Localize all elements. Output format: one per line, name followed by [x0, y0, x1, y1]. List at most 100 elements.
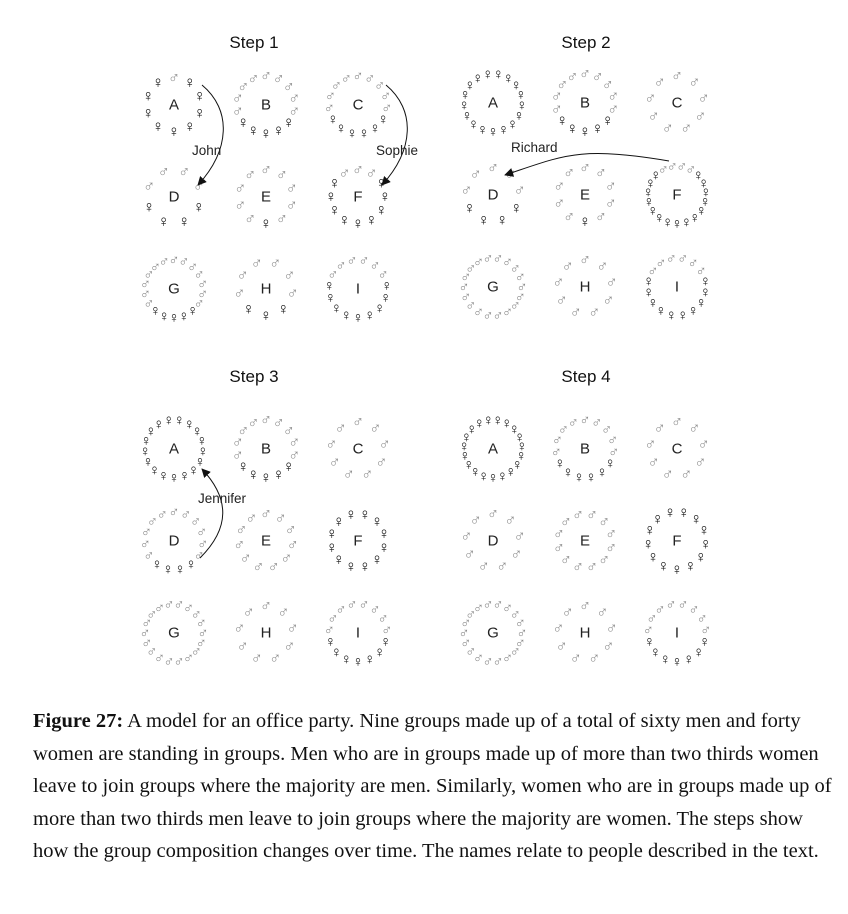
step-panel: Step 3A♀♀♀♀♀♀♀♀♀♀♀♀♀♀♀♀♀B♀♀♀♀♀♂♂♂♂ ♂ ♂♂♂♂ C… — [139, 367, 392, 671]
male-symbol-icon: ♂ — [595, 208, 607, 225]
group-letter: G — [168, 281, 180, 298]
female-symbol-icon: ♀ — [693, 167, 704, 184]
female-symbol-icon: ♀ — [477, 122, 488, 139]
female-symbol-icon: ♀ — [174, 561, 185, 578]
female-symbol-icon: ♀ — [678, 504, 690, 521]
male-symbol-icon: ♂ — [492, 307, 503, 324]
male-symbol-icon: ♂ — [158, 253, 169, 270]
female-symbol-icon: ♀ — [273, 123, 285, 140]
male-symbol-icon: ♂ — [553, 178, 565, 195]
group-letter: A — [169, 441, 179, 458]
group-letter: H — [580, 625, 591, 642]
female-symbol-icon: ♀ — [150, 303, 161, 320]
female-symbol-icon: ♀ — [333, 552, 345, 569]
male-symbol-icon: ♂ — [607, 88, 619, 105]
male-symbol-icon: ♂ — [698, 436, 710, 453]
female-symbol-icon: ♀ — [380, 290, 391, 307]
male-symbol-icon: ♂ — [260, 68, 272, 85]
group-g: G♂♂♂♂♂♂♂♂♂♂♂♂♂♂♂♂♂♂ — [458, 250, 527, 324]
group-letter: D — [169, 533, 180, 550]
male-symbol-icon: ♂ — [460, 528, 472, 545]
group-letter: I — [675, 625, 679, 642]
male-symbol-icon: ♂ — [276, 210, 288, 227]
female-symbol-icon: ♀ — [592, 121, 604, 138]
female-symbol-icon: ♀ — [149, 462, 160, 479]
female-symbol-icon: ♀ — [700, 184, 711, 201]
male-symbol-icon: ♂ — [515, 269, 526, 286]
male-symbol-icon: ♂ — [556, 292, 568, 309]
group-b: B♀♀♀♀♀♀♂♂♂♂ ♂ ♂♂♂♂ — [551, 412, 620, 486]
caption-label: Figure 27: — [33, 710, 124, 732]
male-symbol-icon: ♂ — [552, 274, 564, 291]
male-symbol-icon: ♂ — [598, 513, 610, 530]
female-symbol-icon: ♀ — [329, 175, 341, 192]
male-symbol-icon: ♂ — [579, 598, 591, 615]
female-symbol-icon: ♀ — [345, 506, 357, 523]
male-symbol-icon: ♂ — [666, 250, 677, 267]
move-arrow — [504, 153, 670, 177]
male-symbol-icon: ♂ — [193, 178, 205, 195]
female-symbol-icon: ♀ — [604, 455, 615, 472]
group-c: C♂♂♂♂ ♂ ♂♂♂♂ — [644, 68, 709, 137]
step-panel: Step 2A♀♀♀♀♀♀♀♀♀♀♀♀♀♀♀♀♀B♀♀♀♀♀♂♂♂♂ ♂ ♂♂♂♂ C… — [458, 33, 711, 324]
female-symbol-icon: ♀ — [197, 443, 208, 460]
female-symbol-icon: ♀ — [168, 310, 179, 327]
male-symbol-icon: ♂ — [364, 70, 375, 87]
group-letter: C — [672, 95, 683, 112]
male-symbol-icon: ♂ — [560, 513, 572, 530]
male-symbol-icon: ♂ — [465, 297, 476, 314]
male-symbol-icon: ♂ — [335, 601, 346, 618]
male-symbol-icon: ♂ — [502, 650, 513, 667]
male-symbol-icon: ♂ — [688, 420, 700, 437]
female-symbol-icon: ♀ — [466, 421, 477, 438]
female-symbol-icon: ♀ — [378, 540, 390, 557]
male-symbol-icon: ♂ — [287, 620, 299, 637]
female-symbol-icon: ♀ — [324, 278, 335, 295]
female-symbol-icon: ♀ — [579, 124, 591, 141]
group-h: H♂♂♂♂ ♂ ♂♂♂♂ — [552, 252, 617, 321]
group-e: E♀♂♂♂♂ ♂ ♂♂♂♂ — [553, 160, 616, 231]
male-symbol-icon: ♂ — [243, 604, 255, 621]
male-symbol-icon: ♂ — [275, 510, 287, 527]
male-symbol-icon: ♂ — [516, 279, 527, 296]
group-e: E♂♂♂♂♂ ♂ ♂♂♂♂♂ — [233, 506, 298, 576]
male-symbol-icon: ♂ — [196, 634, 207, 651]
group-letter: B — [261, 97, 271, 114]
male-symbol-icon: ♂ — [232, 90, 244, 107]
male-symbol-icon: ♂ — [496, 558, 508, 575]
female-symbol-icon: ♀ — [364, 307, 375, 324]
female-symbol-icon: ♀ — [642, 184, 653, 201]
female-symbol-icon: ♀ — [168, 124, 180, 141]
male-symbol-icon: ♂ — [572, 559, 584, 576]
male-symbol-icon: ♂ — [602, 292, 614, 309]
female-symbol-icon: ♀ — [184, 416, 195, 433]
male-symbol-icon: ♂ — [586, 559, 598, 576]
female-symbol-icon: ♀ — [655, 303, 666, 320]
male-symbol-icon: ♂ — [247, 414, 259, 431]
female-symbol-icon: ♀ — [327, 111, 338, 128]
male-symbol-icon: ♂ — [592, 68, 604, 85]
female-symbol-icon: ♀ — [325, 189, 337, 206]
female-symbol-icon: ♀ — [329, 202, 341, 219]
male-symbol-icon: ♂ — [346, 596, 357, 613]
female-symbol-icon: ♀ — [194, 105, 206, 122]
female-symbol-icon: ♀ — [277, 301, 289, 318]
female-symbol-icon: ♀ — [325, 290, 336, 307]
female-symbol-icon: ♀ — [647, 295, 658, 312]
male-symbol-icon: ♂ — [154, 650, 165, 667]
male-symbol-icon: ♂ — [606, 274, 618, 291]
male-symbol-icon: ♂ — [667, 158, 678, 175]
male-symbol-icon: ♂ — [515, 288, 526, 305]
female-symbol-icon: ♀ — [260, 308, 272, 325]
male-symbol-icon: ♂ — [150, 258, 161, 275]
male-symbol-icon: ♂ — [607, 432, 618, 449]
group-b: B♀♀♀♀♀♂♂♂♂ ♂ ♂♂♂♂ — [232, 68, 301, 143]
male-symbol-icon: ♂ — [605, 178, 617, 195]
group-h: H♂♂♂♂ ♂ ♂♂♂♂ — [552, 598, 617, 667]
group-d: D♀♀♀♀♂♂ ♂♂ — [143, 164, 205, 231]
male-symbol-icon: ♂ — [251, 650, 263, 667]
male-symbol-icon: ♂ — [553, 526, 565, 543]
female-symbol-icon: ♀ — [695, 549, 707, 566]
group-letter: B — [580, 441, 590, 458]
male-symbol-icon: ♂ — [458, 625, 469, 642]
